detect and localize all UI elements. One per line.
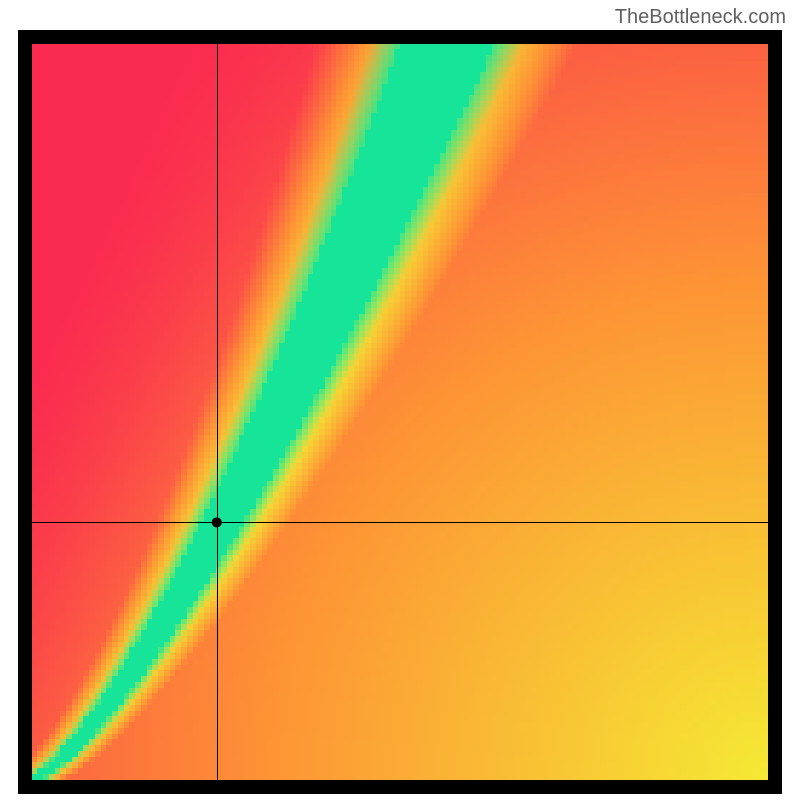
watermark-text: TheBottleneck.com [615,6,786,29]
heatmap-panel [18,30,782,794]
chart-container: TheBottleneck.com [0,0,800,800]
heatmap-canvas [18,30,782,794]
